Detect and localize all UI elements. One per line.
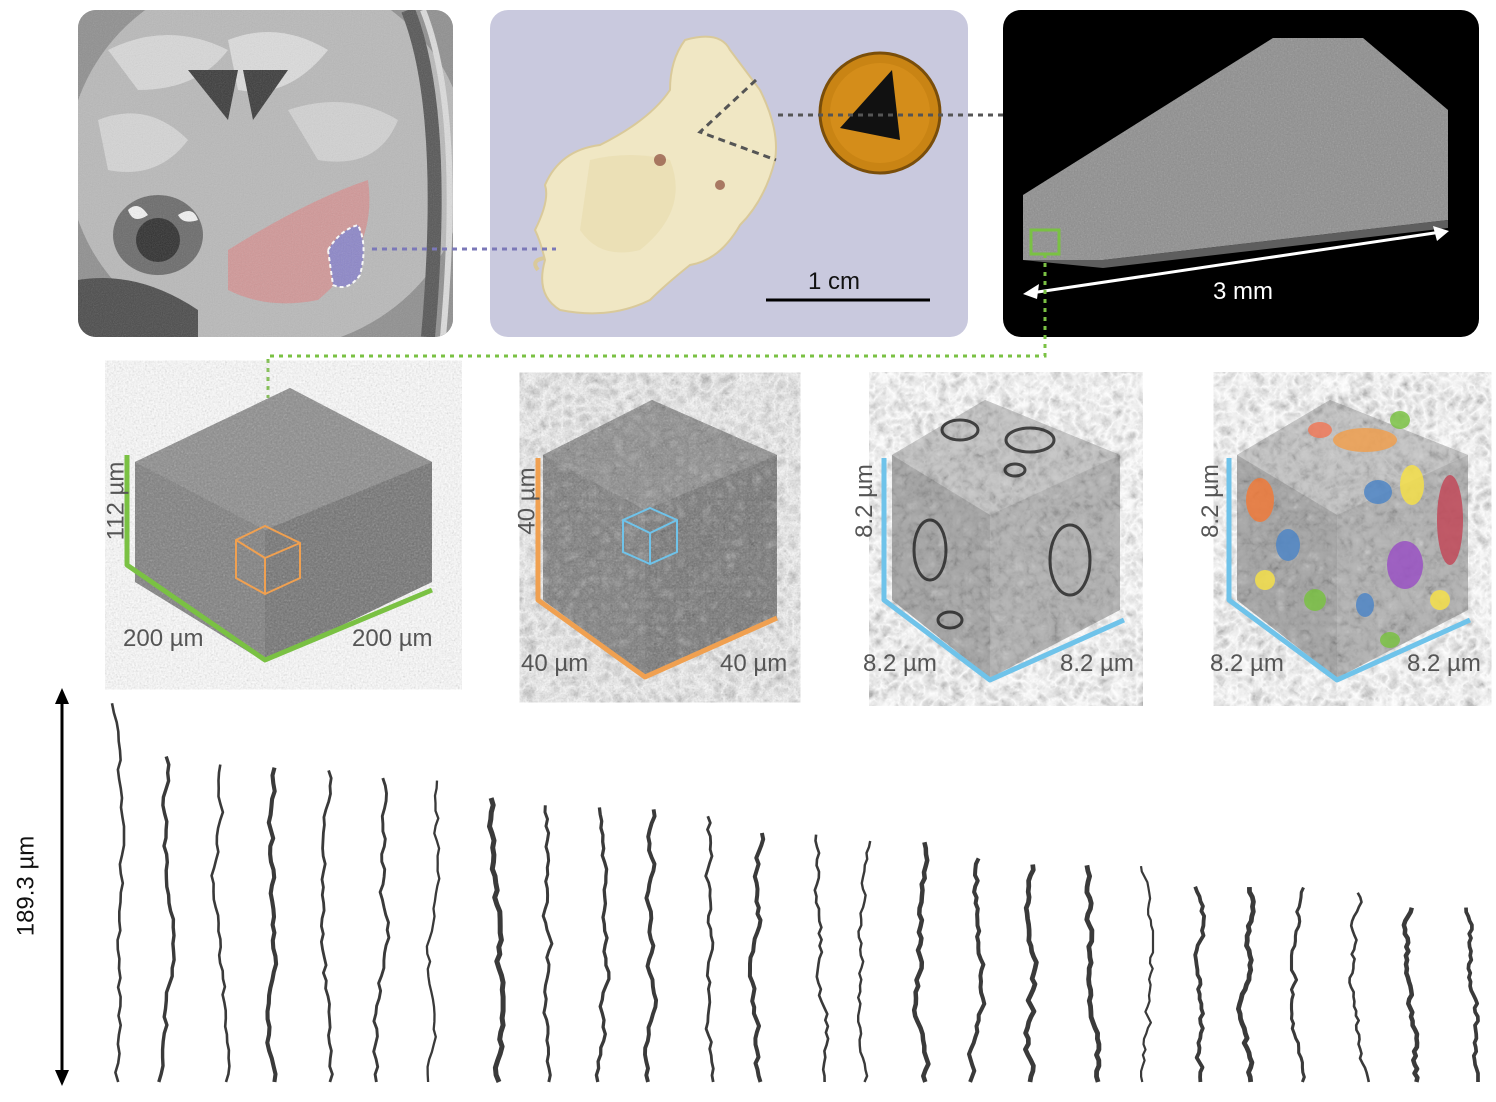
inner-box-8um — [622, 506, 678, 566]
cube-scale-edges — [881, 458, 1126, 683]
vessel-trace — [487, 797, 506, 1083]
cube-8um-segmented — [1226, 400, 1472, 683]
cube3-right-label: 8.2 µm — [1060, 650, 1134, 677]
vessel-trace — [265, 767, 279, 1083]
vessel-trace — [1289, 886, 1306, 1083]
vessel-trace — [747, 832, 766, 1083]
cube-8um — [881, 400, 1126, 683]
mri-panel — [78, 10, 453, 337]
tissue-sample-image — [533, 35, 942, 315]
vessel-trace — [157, 755, 176, 1083]
vessel-trace — [1236, 887, 1256, 1083]
cube1-height-label: 112 µm — [102, 461, 130, 541]
cube2-right-label: 40 µm — [720, 650, 788, 677]
vessel-trace — [704, 815, 715, 1083]
vessel-trace — [541, 805, 554, 1083]
vessel-trace — [857, 840, 872, 1083]
em-slab-panel: 3 mm — [1003, 10, 1479, 337]
vessel-trace — [425, 780, 441, 1083]
segmentation-overlays — [1246, 411, 1463, 648]
cube4-right-label: 8.2 µm — [1407, 650, 1481, 677]
vessel-trace — [1464, 907, 1480, 1082]
vessel-trace — [210, 764, 231, 1083]
mri-brain-image — [78, 10, 453, 337]
em-slab-image — [1023, 38, 1449, 299]
cube2-height-label: 40 µm — [513, 467, 541, 535]
vessel-trace — [1139, 865, 1155, 1083]
vessel-trace — [911, 841, 931, 1083]
vessel-trace — [967, 857, 987, 1083]
cube2-left-label: 40 µm — [521, 650, 589, 677]
vessel-trace — [1401, 907, 1420, 1083]
height-arrow — [55, 688, 69, 1086]
scale-bar-label: 1 cm — [808, 268, 861, 295]
cube3-left-label: 8.2 µm — [863, 650, 937, 677]
vessel-trace — [320, 769, 334, 1083]
cube3-height-label: 8.2 µm — [850, 464, 878, 538]
cube4-height-label: 8.2 µm — [1196, 464, 1224, 538]
slab-scale-label: 3 mm — [1213, 278, 1273, 305]
vessel-traces — [110, 703, 1480, 1083]
embedded-tissue-block — [840, 70, 900, 140]
cube4-left-label: 8.2 µm — [1210, 650, 1284, 677]
vessel-trace — [594, 807, 611, 1083]
block-cut-outline — [697, 78, 777, 162]
vessel-trace — [1193, 886, 1206, 1083]
vessel-trace — [1023, 864, 1039, 1083]
scale-arrow — [1030, 230, 1442, 295]
cube1-left-label: 200 µm — [123, 625, 204, 652]
cube-200um — [124, 388, 433, 663]
inner-box-40um — [235, 524, 301, 596]
vessel-trace — [1084, 864, 1102, 1083]
vessel-trace — [110, 703, 126, 1083]
vessel-trace — [372, 777, 391, 1083]
cube-scale-edges — [535, 458, 779, 680]
vessel-trace — [1348, 892, 1371, 1083]
cube-40um — [535, 400, 779, 680]
cube1-right-label: 200 µm — [352, 625, 433, 652]
cube-scale-edges — [1226, 458, 1472, 683]
tissue-sample-panel: 1 cm — [490, 10, 968, 337]
vessel-height-label: 189.3 µm — [12, 835, 40, 937]
vessel-trace — [643, 809, 659, 1083]
vessel-trace — [813, 834, 830, 1083]
